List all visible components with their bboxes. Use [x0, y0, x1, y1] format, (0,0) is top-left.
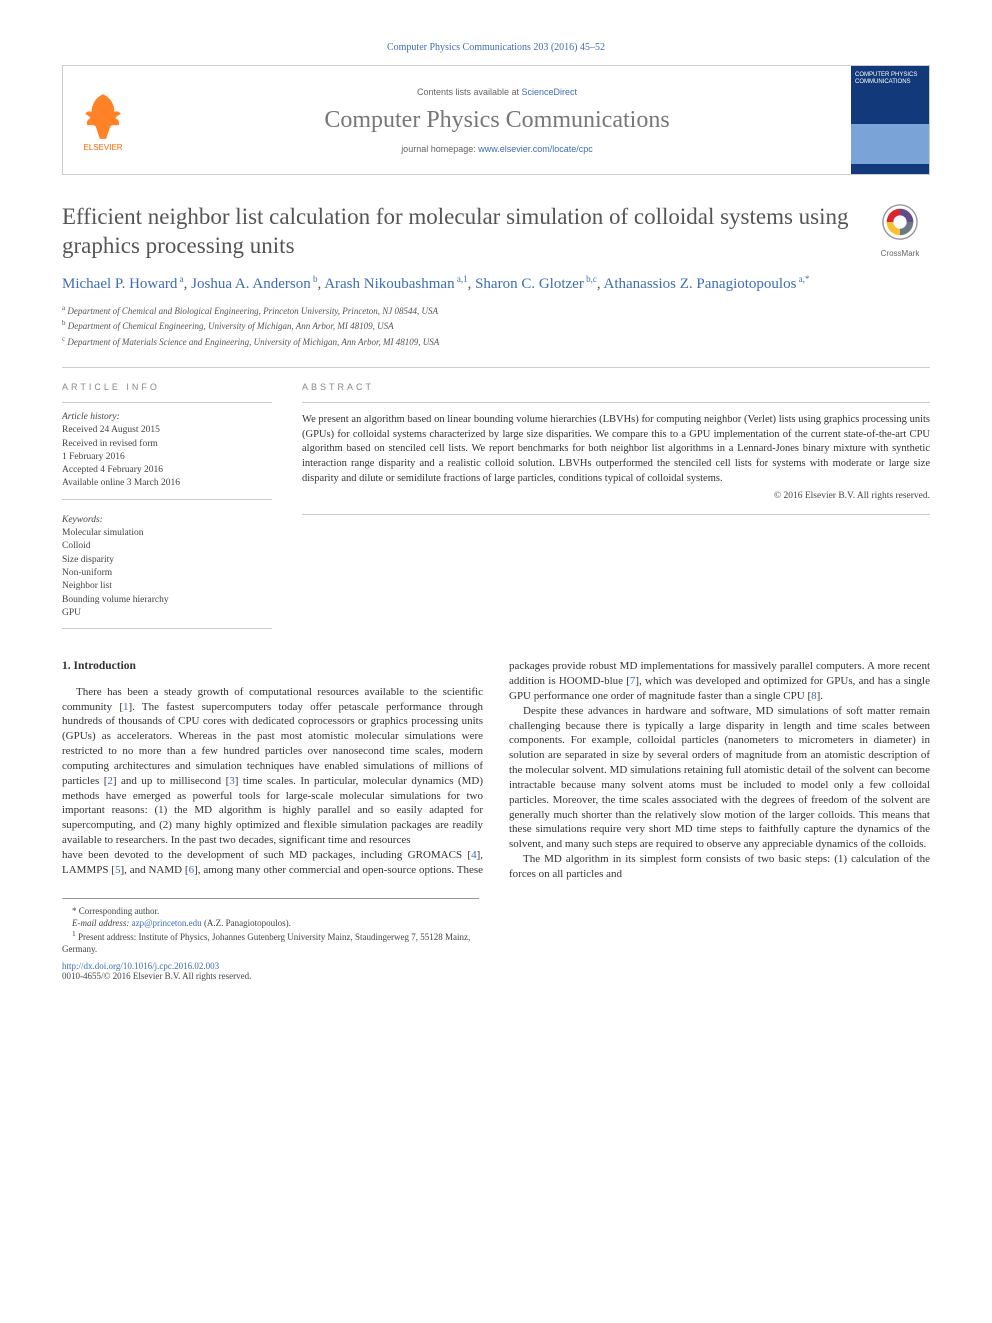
author-affil-sup: b,c — [584, 274, 597, 284]
authors-line: Michael P. Howard a, Joshua A. Anderson … — [62, 273, 930, 295]
homepage-text: journal homepage: — [401, 144, 478, 154]
history-line: 1 February 2016 — [62, 451, 272, 464]
article-title-text: Efficient neighbor list calculation for … — [62, 204, 849, 258]
author-link[interactable]: Arash Nikoubashman — [324, 276, 454, 292]
contents-text: Contents lists available at — [417, 87, 522, 97]
contents-lists-line: Contents lists available at ScienceDirec… — [417, 87, 577, 97]
reference-link[interactable]: 2 — [107, 775, 113, 787]
cover-band — [851, 124, 929, 164]
publisher-name: ELSEVIER — [83, 143, 122, 152]
info-abstract-row: article info Article history: Received 2… — [62, 367, 930, 629]
body-paragraph: There has been a steady growth of comput… — [62, 685, 483, 848]
email-label: E-mail address: — [72, 918, 132, 928]
history-line: Accepted 4 February 2016 — [62, 464, 272, 477]
body-paragraph: The MD algorithm in its simplest form co… — [509, 852, 930, 882]
article-history: Article history: Received 24 August 2015… — [62, 402, 272, 500]
sciencedirect-link[interactable]: ScienceDirect — [522, 87, 578, 97]
journal-center: Contents lists available at ScienceDirec… — [143, 66, 851, 174]
crossmark-label: CrossMark — [870, 249, 930, 259]
keyword-item: Molecular simulation — [62, 527, 272, 540]
abstract-text: We present an algorithm based on linear … — [302, 402, 930, 515]
affiliation-line: b Department of Chemical Engineering, Un… — [62, 318, 930, 334]
reference-link[interactable]: 8 — [811, 690, 817, 702]
reference-link[interactable]: 1 — [123, 701, 129, 713]
keywords-label: Keywords: — [62, 514, 272, 527]
article-body: 1. Introduction There has been a steady … — [62, 659, 930, 882]
keywords-block: Keywords: Molecular simulationColloidSiz… — [62, 514, 272, 629]
keyword-item: GPU — [62, 607, 272, 620]
author-affil-sup: a,1 — [455, 274, 468, 284]
author-link[interactable]: Sharon C. Glotzer — [475, 276, 584, 292]
elsevier-tree-icon — [77, 89, 129, 141]
email-line: E-mail address: azp@princeton.edu (A.Z. … — [62, 917, 479, 929]
history-line: Received in revised form — [62, 438, 272, 451]
affiliation-line: c Department of Materials Science and En… — [62, 334, 930, 350]
history-line: Received 24 August 2015 — [62, 424, 272, 437]
journal-name: Computer Physics Communications — [324, 107, 669, 134]
author-affil-sup: b — [311, 274, 318, 284]
abstract-label: abstract — [302, 382, 930, 392]
present-address-text: Present address: Institute of Physics, J… — [62, 932, 470, 954]
footnotes: * Corresponding author. E-mail address: … — [62, 898, 479, 956]
publisher-logo[interactable]: ELSEVIER — [63, 66, 143, 174]
article-info-label: article info — [62, 382, 272, 392]
history-line: Available online 3 March 2016 — [62, 477, 272, 490]
crossmark-icon — [881, 203, 919, 241]
cover-title: COMPUTER PHYSICS COMMUNICATIONS — [851, 66, 929, 92]
keyword-item: Bounding volume hierarchy — [62, 594, 272, 607]
body-paragraph: Despite these advances in hardware and s… — [509, 704, 930, 852]
journal-header: ELSEVIER Contents lists available at Sci… — [62, 65, 930, 175]
history-label: Article history: — [62, 411, 272, 424]
journal-cover-thumbnail: COMPUTER PHYSICS COMMUNICATIONS — [851, 66, 929, 174]
keyword-item: Non-uniform — [62, 567, 272, 580]
affiliations: a Department of Chemical and Biological … — [62, 303, 930, 350]
article-page: Computer Physics Communications 203 (201… — [0, 0, 992, 1011]
section-heading: 1. Introduction — [62, 659, 483, 675]
author-email-link[interactable]: azp@princeton.edu — [132, 918, 202, 928]
abstract-body: We present an algorithm based on linear … — [302, 414, 930, 484]
keyword-item: Size disparity — [62, 554, 272, 567]
reference-link[interactable]: 6 — [189, 864, 195, 876]
article-title: Efficient neighbor list calculation for … — [62, 203, 930, 261]
author-affil-sup: a,* — [796, 274, 809, 284]
corresponding-author: * Corresponding author. — [62, 905, 479, 917]
doi-link[interactable]: http://dx.doi.org/10.1016/j.cpc.2016.02.… — [62, 961, 930, 971]
keyword-item: Neighbor list — [62, 580, 272, 593]
reference-link[interactable]: 7 — [630, 675, 636, 687]
reference-link[interactable]: 5 — [115, 864, 121, 876]
abstract-copyright: © 2016 Elsevier B.V. All rights reserved… — [302, 486, 930, 503]
author-link[interactable]: Michael P. Howard — [62, 276, 177, 292]
author-link[interactable]: Joshua A. Anderson — [191, 276, 311, 292]
reference-link[interactable]: 3 — [229, 775, 235, 787]
citation-line: Computer Physics Communications 203 (201… — [62, 42, 930, 53]
reference-link[interactable]: 4 — [471, 849, 477, 861]
crossmark-badge[interactable]: CrossMark — [870, 203, 930, 259]
affiliation-line: a Department of Chemical and Biological … — [62, 303, 930, 319]
abstract-column: abstract We present an algorithm based o… — [302, 382, 930, 629]
keyword-item: Colloid — [62, 540, 272, 553]
article-info-column: article info Article history: Received 2… — [62, 382, 272, 629]
issn-copyright: 0010-4655/© 2016 Elsevier B.V. All right… — [62, 971, 930, 981]
homepage-link[interactable]: www.elsevier.com/locate/cpc — [478, 144, 593, 154]
present-address: 1 Present address: Institute of Physics,… — [62, 929, 479, 955]
email-person: (A.Z. Panagiotopoulos). — [202, 918, 291, 928]
journal-homepage-line: journal homepage: www.elsevier.com/locat… — [401, 144, 593, 154]
author-affil-sup: a — [177, 274, 183, 284]
author-link[interactable]: Athanassios Z. Panagiotopoulos — [604, 276, 797, 292]
